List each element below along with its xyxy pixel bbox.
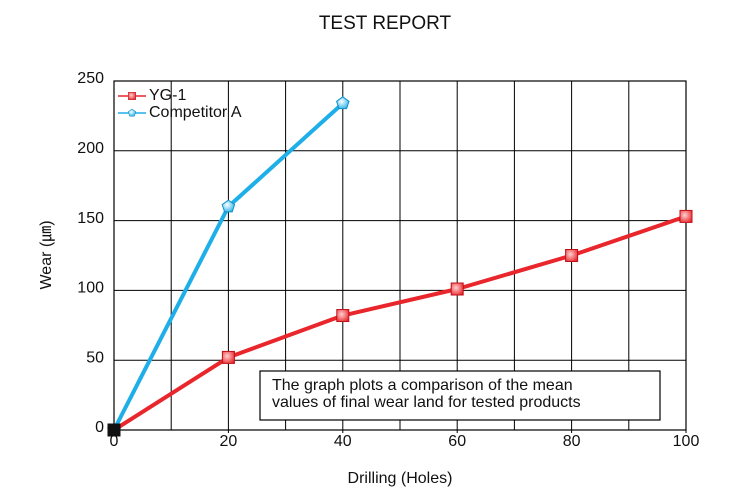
marker <box>221 199 236 213</box>
marker <box>450 282 464 296</box>
x-tick-label: 40 <box>334 433 352 450</box>
y-tick-label: 0 <box>95 419 104 436</box>
marker <box>127 108 137 117</box>
x-tick-label: 80 <box>563 433 581 450</box>
legend-label: YG-1 <box>149 87 186 104</box>
marker <box>336 96 350 110</box>
plot-frame <box>113 80 687 431</box>
x-tick-label: 100 <box>673 433 700 450</box>
y-tick-label: 50 <box>86 349 104 366</box>
y-tick-label: 200 <box>77 140 104 157</box>
y-tick-label: 100 <box>77 280 104 297</box>
y-axis-label: Wear (㎛) <box>38 220 55 289</box>
x-tick-label: 20 <box>220 433 238 450</box>
legend-label: Competitor A <box>149 104 242 121</box>
annotation: The graph plots a comparison of the mean <box>272 377 573 394</box>
y-tick-label: 150 <box>77 210 104 227</box>
annotation-box <box>259 370 661 421</box>
series-line <box>112 214 687 432</box>
marker <box>128 92 136 100</box>
x-tick-label: 0 <box>110 433 119 450</box>
marker <box>221 350 235 364</box>
marker <box>565 249 579 262</box>
chart-title: TEST REPORT <box>319 13 452 34</box>
x-tick-label: 60 <box>448 433 466 450</box>
annotation: values of final wear land for tested pro… <box>272 394 581 411</box>
marker <box>107 422 121 436</box>
marker <box>336 309 350 323</box>
x-axis-label: Drilling (Holes) <box>348 470 453 487</box>
marker <box>679 209 693 223</box>
y-tick-label: 250 <box>77 70 104 87</box>
